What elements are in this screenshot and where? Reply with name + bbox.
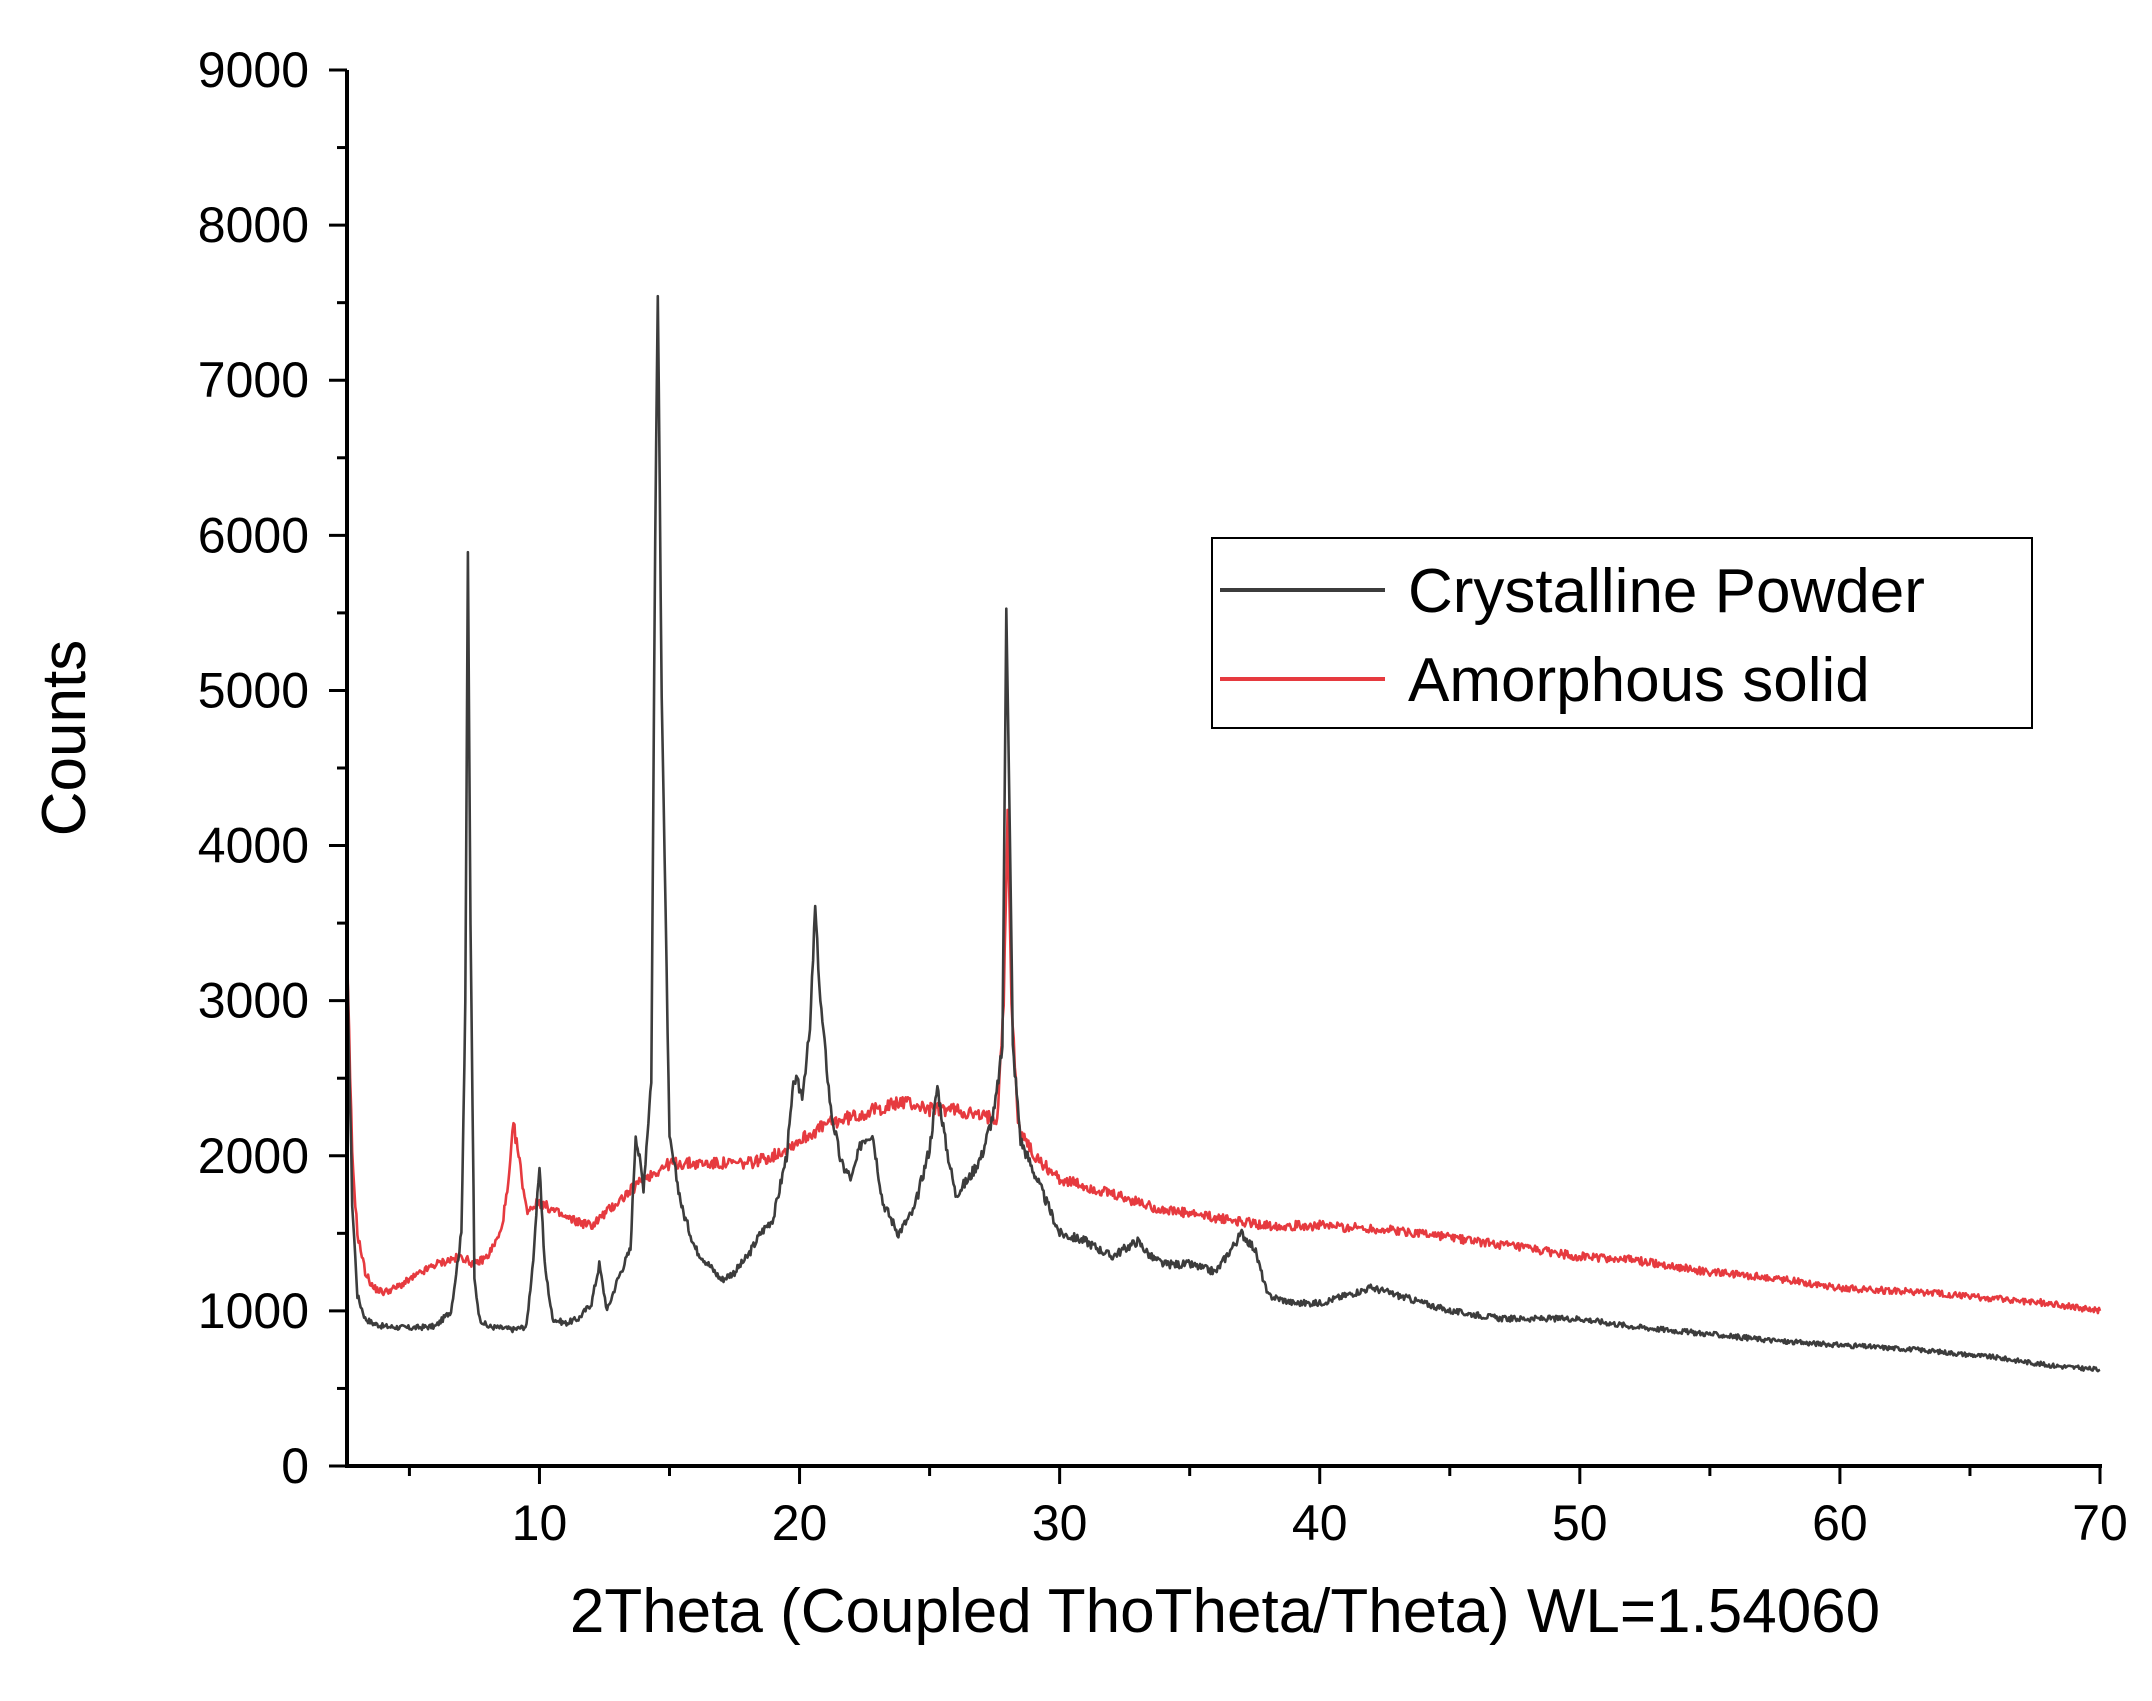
x-tick-label: 50 (1552, 1495, 1608, 1551)
y-axis-title: Counts (30, 640, 99, 836)
x-tick-label: 40 (1292, 1495, 1348, 1551)
series-layer (345, 294, 2102, 1373)
x-tick-label: 20 (772, 1495, 828, 1551)
y-tick-label: 1000 (198, 1283, 309, 1339)
y-tick-label: 6000 (198, 507, 309, 563)
y-tick-label: 4000 (198, 818, 309, 874)
y-tick-label: 9000 (198, 42, 309, 98)
y-tick-label: 2000 (198, 1128, 309, 1184)
y-tick-label: 7000 (198, 352, 309, 408)
x-tick-label: 30 (1032, 1495, 1088, 1551)
x-axis-ticks: 10 20 30 40 50 60 70 (407, 1466, 2128, 1551)
series-line-crystalline-powder (345, 294, 2101, 1373)
x-tick-label: 10 (512, 1495, 568, 1551)
y-tick-label: 0 (281, 1438, 309, 1494)
series-line-amorphous-solid (345, 808, 2102, 1315)
x-tick-label: 70 (2072, 1495, 2128, 1551)
y-tick-label: 3000 (198, 973, 309, 1029)
y-tick-label: 5000 (198, 662, 309, 718)
x-tick-label: 60 (1812, 1495, 1868, 1551)
legend: Crystalline Powder Amorphous solid (1211, 537, 2033, 729)
x-axis-title: 2Theta (Coupled ThoTheta/Theta) WL=1.540… (570, 1577, 1880, 1646)
legend-box (1211, 537, 2033, 729)
legend-label-crystalline: Crystalline Powder (1408, 557, 1925, 626)
y-axis-ticks: 0 1000 2000 3000 4000 5000 6000 7000 8000 9000 (198, 42, 347, 1494)
legend-label-amorphous: Amorphous solid (1408, 646, 1870, 715)
y-tick-label: 8000 (198, 197, 309, 253)
